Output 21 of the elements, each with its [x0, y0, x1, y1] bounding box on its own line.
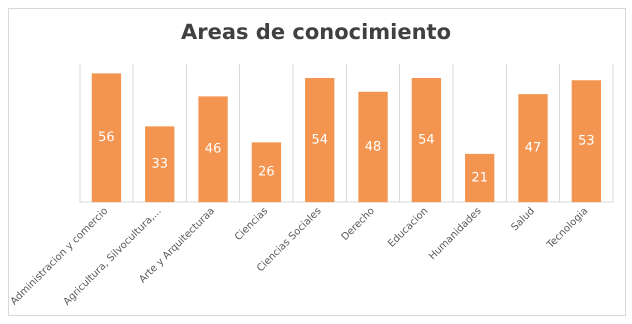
data-label: 21 [471, 170, 488, 186]
bar [572, 80, 601, 202]
bar [92, 73, 122, 202]
data-label: 48 [364, 139, 382, 154]
bar [252, 142, 282, 202]
bar [465, 154, 494, 202]
bar [518, 94, 548, 202]
bar [198, 96, 228, 202]
bar [412, 78, 442, 202]
data-label: 33 [151, 156, 168, 172]
bar [145, 126, 174, 202]
data-label: 56 [98, 130, 115, 146]
chart-title: Areas de conocimiento [180, 20, 452, 44]
bar [305, 78, 334, 202]
data-label: 26 [258, 164, 275, 180]
data-label: 54 [311, 132, 328, 148]
data-label: 54 [418, 132, 435, 148]
bar [358, 92, 388, 202]
data-label: 47 [524, 140, 542, 156]
data-label: 53 [578, 134, 595, 149]
data-label: 46 [204, 142, 222, 157]
